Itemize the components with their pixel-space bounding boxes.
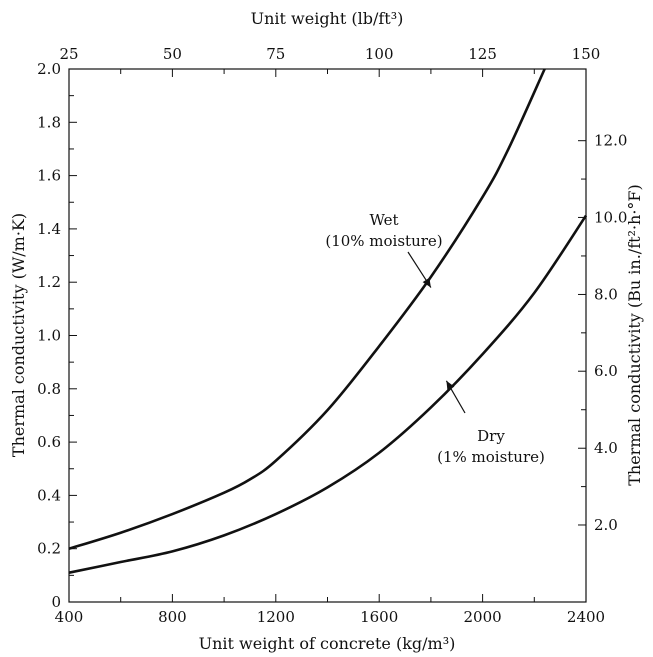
x-tick-label: 1600 <box>360 608 398 626</box>
y-tick-label: 0.8 <box>37 380 61 398</box>
y2-tick-label: 6.0 <box>594 362 618 380</box>
x2-tick-label: 150 <box>572 45 601 63</box>
x-tick-label: 2400 <box>567 608 605 626</box>
y-tick-label: 2.0 <box>37 60 61 78</box>
y-tick-label: 1.8 <box>37 113 61 131</box>
annotation-label: Wet <box>369 211 398 229</box>
series-line-wet <box>68 68 546 550</box>
y2-tick-label: 10.0 <box>594 208 627 226</box>
series-lines <box>68 68 588 574</box>
annotation-label: (1% moisture) <box>437 448 545 466</box>
x2-axis-title: Unit weight (lb/ft³) <box>251 9 404 28</box>
annotation-label: Dry <box>477 427 505 445</box>
annotation-wet: Wet (10% moisture) <box>325 211 443 288</box>
x-tick-label: 2000 <box>464 608 502 626</box>
x-tick-label: 400 <box>55 608 84 626</box>
y-tick-label: 1.6 <box>37 167 61 185</box>
y-tick-labels: 0 0.2 0.4 0.6 0.8 1.0 1.2 1.4 1.6 1.8 2.0 <box>37 60 61 611</box>
annotation-label: (10% moisture) <box>325 232 442 250</box>
y-tick-label: 1.0 <box>37 327 61 345</box>
x-tick-labels: 400 800 1200 1600 2000 2400 <box>55 608 605 626</box>
x-tick-label: 800 <box>158 608 187 626</box>
x2-tick-labels: 25 50 75 100 125 150 <box>59 45 600 63</box>
y-tick-label: 1.2 <box>37 273 61 291</box>
x2-tick-label: 75 <box>266 45 285 63</box>
arrow-head-icon <box>446 380 455 391</box>
series-line-dry <box>68 214 588 574</box>
y2-tick-label: 2.0 <box>594 516 618 534</box>
y2-tick-label: 12.0 <box>594 132 627 150</box>
x2-tick-label: 125 <box>468 45 497 63</box>
y2-tick-labels: 2.0 4.0 6.0 8.0 10.0 12.0 <box>594 132 627 534</box>
annotation-dry: Dry (1% moisture) <box>437 380 545 466</box>
x2-tick-label: 25 <box>59 45 78 63</box>
x-tick-label: 1200 <box>257 608 295 626</box>
y-tick-label: 0.4 <box>37 486 61 504</box>
y2-tick-label: 4.0 <box>594 439 618 457</box>
y-tick-label: 0.2 <box>37 540 61 558</box>
x2-tick-label: 100 <box>365 45 394 63</box>
y-tick-label: 0.6 <box>37 433 61 451</box>
arrow-head-icon <box>422 277 431 288</box>
annotations: Wet (10% moisture) Dry (1% moisture) <box>325 211 545 466</box>
y2-tick-label: 8.0 <box>594 285 618 303</box>
x2-tick-label: 50 <box>163 45 182 63</box>
y-tick-label: 1.4 <box>37 220 61 238</box>
y2-axis-title: Thermal conductivity (Bu in./ft²·h·°F) <box>625 184 644 486</box>
y-axis-title: Thermal conductivity (W/m·K) <box>9 213 28 457</box>
y-tick-label: 0 <box>51 593 61 611</box>
x-axis-title: Unit weight of concrete (kg/m³) <box>199 634 456 653</box>
